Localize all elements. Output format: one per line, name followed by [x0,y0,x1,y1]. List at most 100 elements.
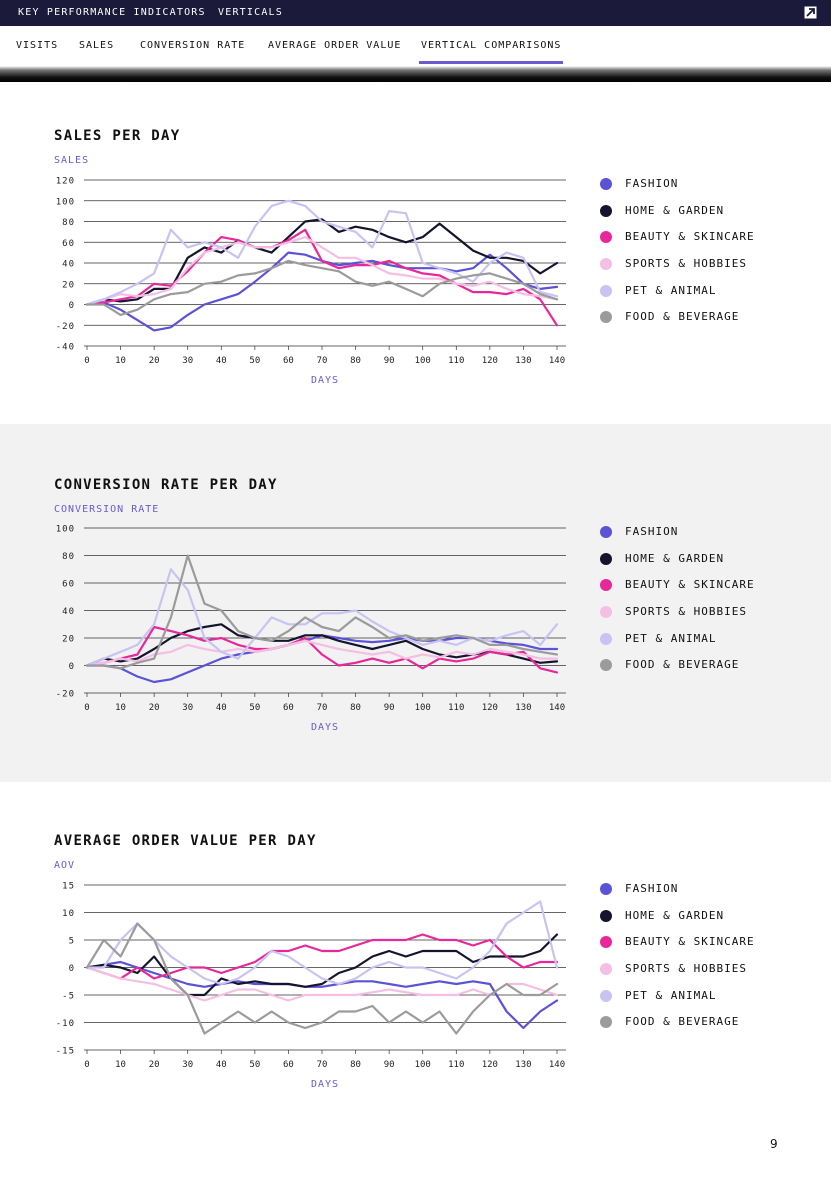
y-tick-label: -10 [56,1019,75,1029]
chart-title: CONVERSION RATE PER DAY [54,477,278,493]
x-tick-label: 100 [415,1060,431,1070]
tab-conversion-rate[interactable]: CONVERSION RATE [140,40,246,51]
x-tick-label: 100 [415,356,431,366]
legend-swatch [600,284,612,297]
x-tick-label: 140 [549,1060,565,1070]
x-tick-label: 120 [482,356,498,366]
series-line-pet-animal [85,900,559,986]
x-tick-label: 40 [216,1060,227,1070]
x-tick-label: 130 [515,356,531,366]
legend-label: PET & ANIMAL [625,988,717,1002]
legend-swatch [600,552,612,565]
y-tick-label: 120 [56,177,75,187]
y-tick-label: 100 [56,197,75,207]
y-axis-label: CONVERSION RATE [54,504,160,515]
legend-label: HOME & GARDEN [625,203,725,217]
y-tick-label: 60 [62,239,75,249]
arrow-box-icon[interactable] [804,6,817,19]
y-tick-label: -40 [56,343,75,353]
y-tick-label: 80 [62,218,75,228]
y-tick-label: 40 [62,260,75,270]
topbar-item-kpi[interactable]: KEY PERFORMANCE INDICATORS [18,7,206,18]
tab-visits[interactable]: VISITS [16,40,59,51]
y-tick-label: 0 [69,662,75,672]
y-tick-label: -20 [56,322,75,332]
x-tick-label: 10 [115,703,126,713]
x-tick-label: 40 [216,356,227,366]
y-axis-label: SALES [54,155,90,166]
legend-swatch [600,258,612,271]
x-tick-label: 10 [115,356,126,366]
legend-label: FASHION [625,177,679,190]
x-tick-label: 40 [216,703,227,713]
x-tick-label: 50 [249,703,260,713]
x-tick-label: 60 [283,356,294,366]
x-tick-label: 80 [350,1060,361,1070]
legend-label: PET & ANIMAL [625,631,717,645]
x-tick-label: 130 [515,1060,531,1070]
legend-label: FOOD & BEVERAGE [625,658,740,672]
nav-tabs: VISITS SALES CONVERSION RATE AVERAGE ORD… [0,26,831,66]
x-tick-label: 140 [549,703,565,713]
legend-label: SPORTS & HOBBIES [625,962,747,976]
x-tick-label: 90 [384,356,395,366]
legend-swatch [600,989,612,1002]
series-line-fashion [85,634,559,684]
y-tick-label: 0 [69,301,75,311]
tab-sales[interactable]: SALES [79,40,115,51]
sales-section: SALES PER DAY SALES 120 100 80 60 40 20 0 -20 -4… [0,82,831,424]
x-tick-label: 110 [448,356,464,366]
legend-swatch [600,909,612,922]
x-tick-label: 70 [317,1060,328,1070]
topbar-item-verticals[interactable]: VERTICALS [218,7,283,18]
series-line-home-garden [85,218,559,306]
legend-swatch [600,204,612,217]
series-line-home-garden [85,933,559,997]
series-line-beauty-skincare [85,933,559,980]
x-tick-label: 110 [448,1060,464,1070]
series-line-beauty-skincare [85,228,559,327]
x-tick-label: 0 [84,703,89,713]
x-tick-label: 20 [149,356,160,366]
legend-swatch [600,311,612,324]
y-tick-label: 100 [56,525,75,535]
x-tick-label: 10 [115,1060,126,1070]
conversion-section: CONVERSION RATE PER DAY CONVERSION RATE … [0,424,831,782]
y-tick-label: 20 [62,635,75,645]
x-tick-label: 90 [384,1060,395,1070]
x-tick-label: 30 [182,356,193,366]
legend-swatch [600,606,612,619]
legend-swatch [600,883,612,895]
x-tick-label: 80 [350,703,361,713]
legend-label: FASHION [625,525,679,538]
x-tick-label: 30 [182,1060,193,1070]
y-tick-label: 5 [69,937,75,947]
y-tick-label: 80 [62,552,75,562]
legend-label: BEAUTY & SKINCARE [625,578,755,592]
legend-label: SPORTS & HOBBIES [625,605,747,619]
legend-swatch [600,178,612,190]
x-tick-label: 120 [482,703,498,713]
x-axis-label: DAYS [311,375,339,386]
x-tick-label: 120 [482,1060,498,1070]
y-tick-label: 15 [62,882,75,892]
series-line-pet-animal [85,568,559,667]
legend-swatch [600,231,612,244]
x-tick-label: 30 [182,703,193,713]
tab-average-order-value[interactable]: AVERAGE ORDER VALUE [268,40,402,51]
x-tick-label: 0 [84,1060,89,1070]
legend-label: HOME & GARDEN [625,908,725,922]
x-tick-label: 20 [149,703,160,713]
x-tick-label: 130 [515,703,531,713]
page-number: 9 [770,1137,778,1151]
legend-label: FOOD & BEVERAGE [625,310,740,324]
legend-swatch [600,579,612,592]
header-shadow [0,66,831,82]
y-axis-label: AOV [54,860,76,871]
y-tick-label: 60 [62,580,75,590]
tab-vertical-comparisons[interactable]: VERTICAL COMPARISONS [418,40,564,64]
legend-swatch [600,632,612,645]
top-bar: KEY PERFORMANCE INDICATORS VERTICALS [0,0,831,26]
x-tick-label: 50 [249,356,260,366]
legend-swatch [600,526,612,538]
